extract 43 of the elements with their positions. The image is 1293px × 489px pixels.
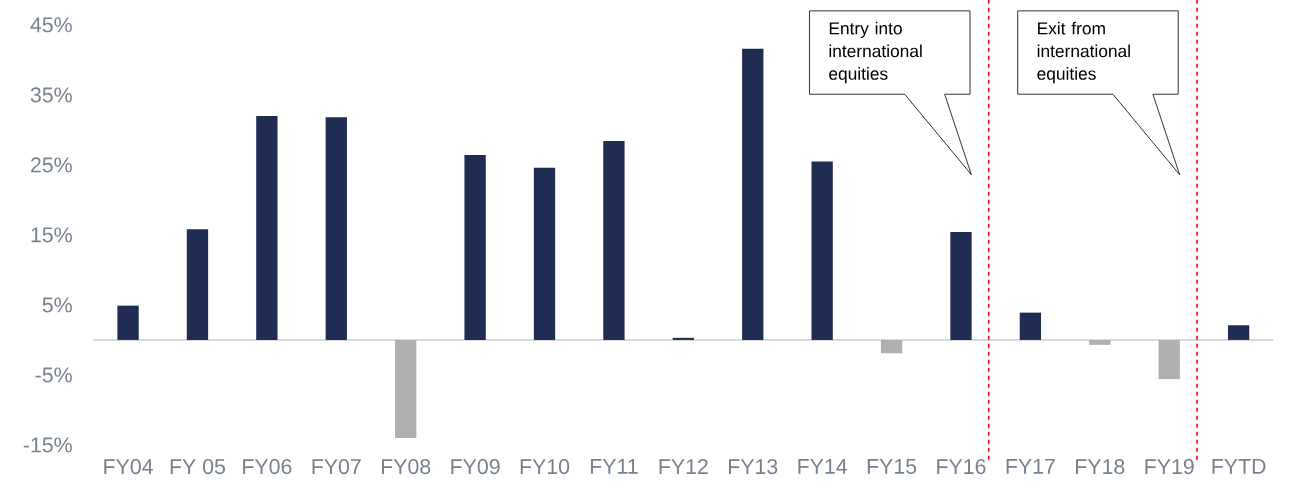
x-tick-label: FY04 xyxy=(104,459,153,475)
bar xyxy=(742,48,764,340)
y-tick-label: 35% xyxy=(30,87,72,103)
x-tick-label: FY08 xyxy=(381,459,431,475)
bar xyxy=(950,232,972,340)
x-tick-label: FY19 xyxy=(1145,459,1194,475)
bar xyxy=(256,115,278,340)
bar xyxy=(464,155,486,340)
x-tick-label: FY07 xyxy=(312,459,361,475)
bar xyxy=(603,141,625,340)
x-tick-label: FY12 xyxy=(659,459,708,474)
bar xyxy=(1019,312,1042,340)
bar xyxy=(811,161,833,340)
annotation: Exit from international equities xyxy=(1037,21,1130,84)
bar xyxy=(672,337,694,340)
bar xyxy=(880,339,903,354)
x-tick-label: FY 05 xyxy=(170,459,225,475)
y-tick-label: -5% xyxy=(35,367,72,383)
x-tick-label: FY11 xyxy=(590,459,638,474)
x-tick-label: FY13 xyxy=(729,459,778,475)
y-tick-label: 25% xyxy=(31,157,72,173)
y-tick-label: 15% xyxy=(31,227,72,243)
bar xyxy=(325,117,347,340)
x-tick-label: FY09 xyxy=(451,459,500,475)
x-tick-label: FY06 xyxy=(243,459,292,475)
bar xyxy=(117,305,139,340)
x-tick-label: FY17 xyxy=(1006,459,1055,474)
bar xyxy=(1227,325,1250,340)
bar xyxy=(533,167,556,340)
bar xyxy=(186,229,209,340)
bar xyxy=(1158,339,1180,380)
x-tick-label: FY18 xyxy=(1076,459,1125,475)
x-tick-label: FY16 xyxy=(937,459,986,475)
y-tick-label: -15% xyxy=(23,437,72,453)
bar xyxy=(395,339,417,438)
x-tick-label: FY15 xyxy=(867,459,917,474)
x-tick-label: FY14 xyxy=(798,459,848,474)
bar xyxy=(1089,339,1111,345)
x-tick-label: FY10 xyxy=(520,459,570,475)
y-tick-label: 45% xyxy=(30,17,72,33)
x-tick-label: FYTD xyxy=(1212,459,1266,474)
y-tick-label: 5% xyxy=(42,297,72,313)
annotation: Entry into international equities xyxy=(829,21,922,84)
